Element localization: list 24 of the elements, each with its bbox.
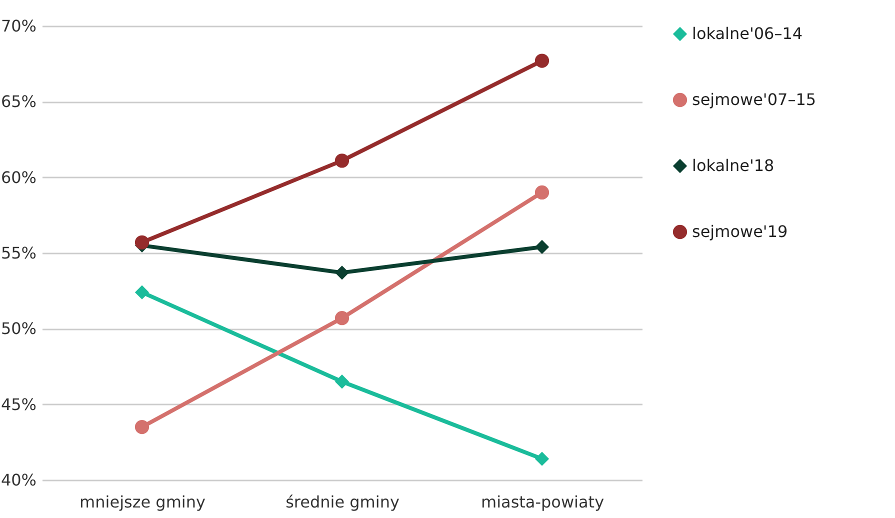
y-tick-label: 65% [0,92,36,112]
point [334,154,350,168]
legend-label: lokalne'18 [692,156,774,175]
y-tick-label: 50% [0,319,36,338]
point [134,420,150,434]
x-tick-label: średnie gminy [286,492,400,512]
point [334,266,350,280]
point [134,285,150,300]
legend-label: sejmowe'19 [692,222,788,241]
point [534,54,550,68]
y-tick-label: 40% [0,470,36,490]
x-tick-label: mniejsze gminy [80,492,206,512]
point [534,452,550,466]
point [534,240,550,254]
point [334,311,350,326]
point [534,185,550,200]
y-tick-label: 55% [0,244,36,262]
point [334,374,350,389]
legend-label: lokalne'06–14 [692,24,803,43]
y-tick-label: 70% [0,16,36,36]
legend-label: sejmowe'07–15 [692,90,816,109]
x-tick-label: miasta-powiaty [480,492,604,512]
y-tick-label: 45% [0,394,36,414]
y-tick-label: 60% [0,168,36,187]
